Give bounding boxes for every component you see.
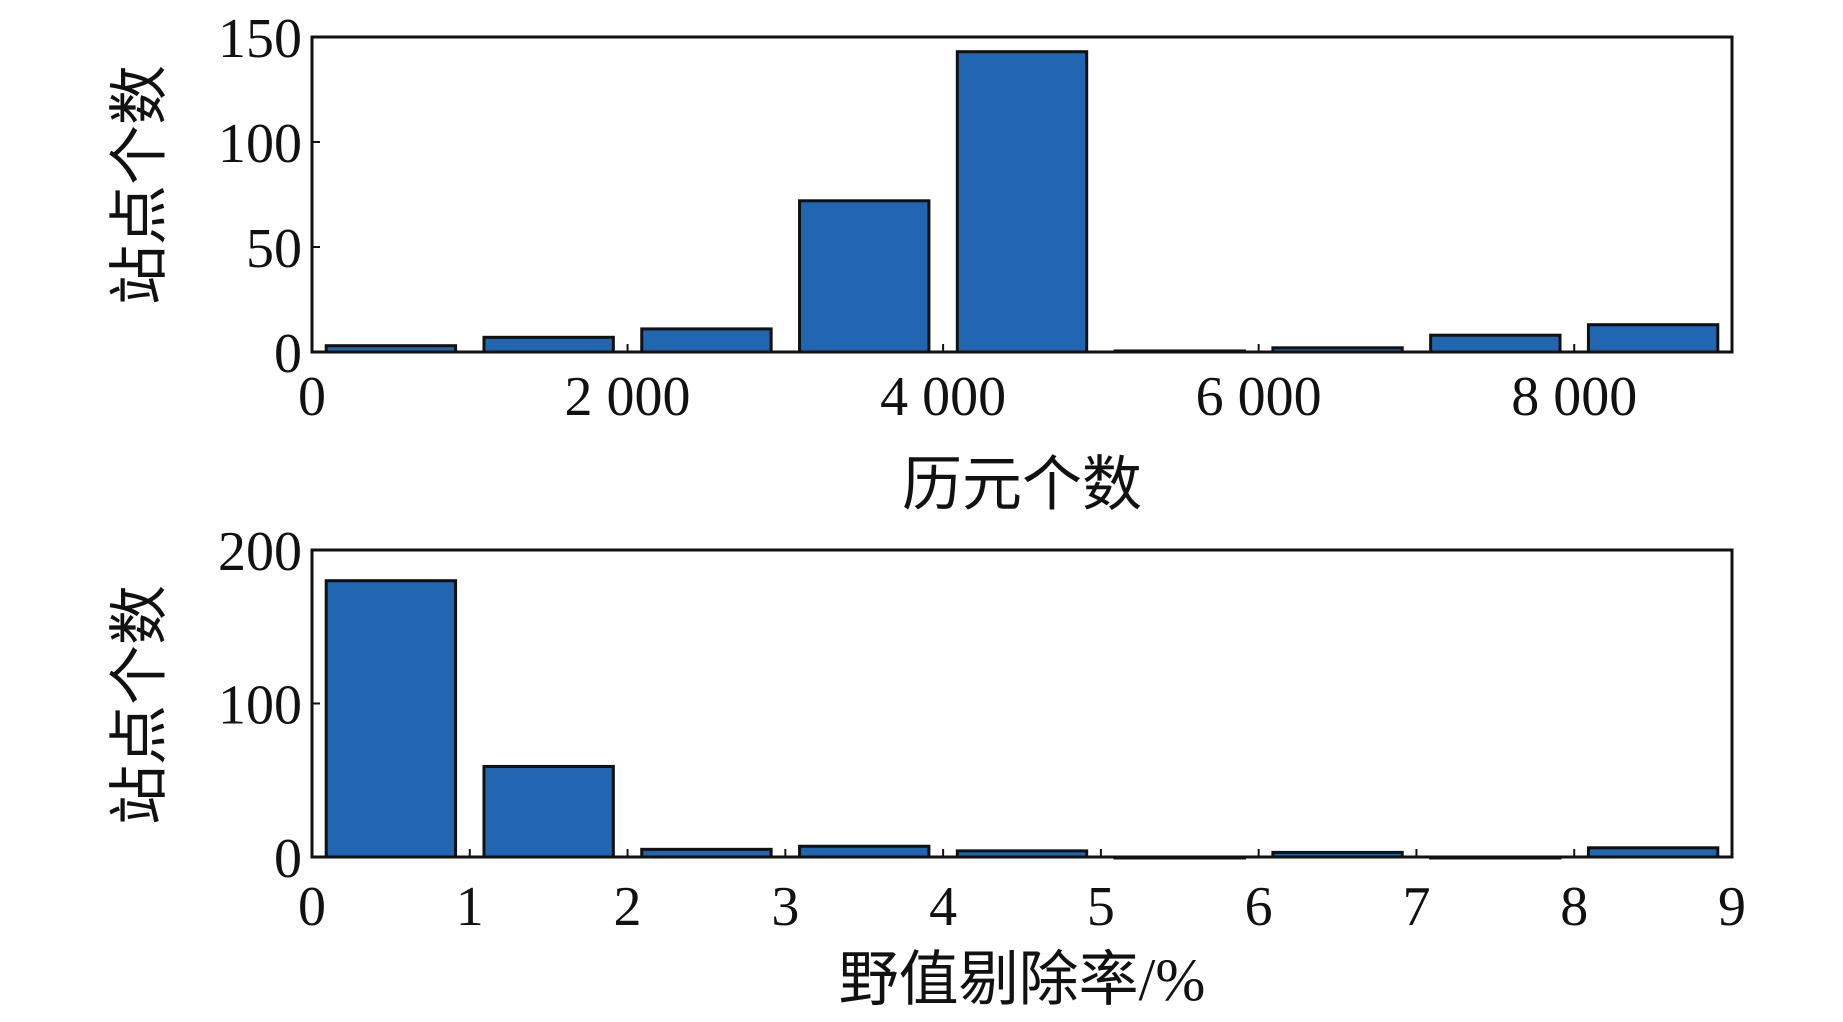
x-tick-label: 4 (929, 876, 957, 938)
x-tick-label: 8 000 (1511, 366, 1637, 428)
x-tick-label: 2 (614, 876, 642, 938)
bar (324, 579, 458, 859)
plot-frame (310, 35, 1734, 354)
x-tick-label: 7 (1402, 876, 1430, 938)
y-tick-label: 0 (274, 828, 302, 890)
x-tick-label: 5 (1087, 876, 1115, 938)
y-axis-label: 站点个数 (107, 65, 173, 305)
bar (955, 50, 1089, 354)
x-axis-label: 野值剔除率/% (839, 947, 1206, 1013)
y-tick-label: 100 (218, 675, 302, 737)
bar (482, 764, 615, 859)
x-tick-label: 8 (1560, 876, 1588, 938)
bar (640, 327, 773, 354)
bar (798, 844, 931, 859)
chart-epoch-count: 0 2 000 4 000 6 000 8 000 0 50 100 150 历元个数 站点个数 (107, 8, 1734, 518)
y-tick-label: 150 (218, 8, 302, 70)
y-tick-label: 50 (246, 218, 302, 280)
chart-outlier-removal-rate: 0 1 2 3 4 5 6 7 8 9 0 100 200 野值剔除率/% 站点个数 (107, 521, 1746, 1013)
bar (1586, 323, 1720, 354)
x-tick-label: 9 (1718, 876, 1746, 938)
bar (1429, 333, 1562, 354)
x-tick-label: 2 000 (565, 366, 691, 428)
x-tick-label: 6 (1245, 876, 1273, 938)
x-tick-label: 3 (771, 876, 799, 938)
y-tick-label: 200 (218, 521, 302, 583)
x-tick-label: 4 000 (880, 366, 1006, 428)
bar (798, 199, 931, 354)
x-tick-label: 0 (298, 366, 326, 428)
bar (482, 335, 615, 354)
x-tick-label: 0 (298, 876, 326, 938)
y-tick-label: 0 (274, 323, 302, 385)
x-tick-label: 6 000 (1196, 366, 1322, 428)
y-tick-label: 100 (218, 113, 302, 175)
x-axis-label: 历元个数 (902, 452, 1142, 518)
x-tick-label: 1 (456, 876, 484, 938)
y-axis-label: 站点个数 (107, 585, 173, 825)
